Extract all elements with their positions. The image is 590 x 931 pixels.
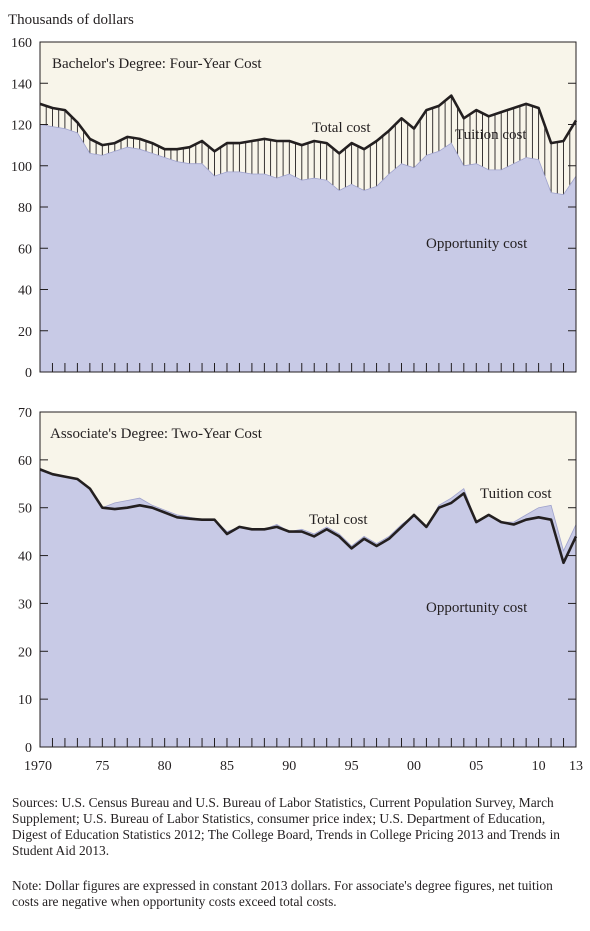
opportunity-cost-area [40,469,576,747]
y-tick-label: 80 [18,201,32,216]
annotation-total-cost: Total cost [309,512,368,528]
cost-of-college-figure: Thousands of dollars 0204060801001201401… [8,12,583,774]
y-tick-label: 70 [18,406,32,421]
total-cost-line [39,468,578,565]
annotation-tuition-cost: Tuition cost [480,486,552,502]
panel-title: Associate's Degree: Two-Year Cost [50,426,263,442]
y-tick-label: 50 [18,502,32,517]
annotation-tuition-cost: Tuition cost [455,127,527,143]
y-tick-label: 60 [18,454,32,469]
sources-note: Sources: U.S. Census Bureau and U.S. Bur… [12,795,560,858]
x-tick-label: 80 [158,759,172,774]
x-axis: 1970 75 80 85 90 95 00 05 10 13 [24,759,583,774]
y-tick-label: 160 [11,36,32,51]
annotation-total-cost: Total cost [312,120,371,136]
total-cost-line [39,94,578,155]
y-tick-label: 20 [18,645,32,660]
x-tick-label: 95 [345,759,359,774]
y-tick-label: 140 [11,77,32,92]
y-tick-label: 100 [11,160,32,175]
x-tick-label: 10 [532,759,546,774]
x-tick-label: 85 [220,759,234,774]
y-tick-label: 10 [18,693,32,708]
bachelors-panel: 0 20 40 60 80 100 120 140 160 Bachelor's Degree: … [11,36,578,381]
y-tick-label: 20 [18,325,32,340]
x-tick-label: 90 [282,759,296,774]
annotation-opportunity-cost: Opportunity cost [426,236,528,252]
y-tick-label: 30 [18,597,32,612]
y-tick-label: 0 [25,741,32,756]
y-tick-label: 60 [18,242,32,257]
y-tick-label: 0 [25,366,32,381]
plot-frame [39,411,577,748]
x-tick-label: 13 [569,759,583,774]
y-tick-label: 120 [11,119,32,134]
x-tick-label: 05 [469,759,483,774]
opportunity-cost-line [39,124,577,196]
x-tick-label: 75 [95,759,109,774]
x-tick-label: 00 [407,759,421,774]
associates-panel: 0 10 20 30 40 50 60 70 Associate's Degree: Two-Y… [18,406,578,756]
y-unit-label: Thousands of dollars [8,12,134,28]
y-tick-label: 40 [18,284,32,299]
x-tick-label: 1970 [24,759,52,774]
dollar-note: Note: Dollar figures are expressed in co… [12,878,553,909]
annotation-opportunity-cost: Opportunity cost [426,600,528,616]
panel-title: Bachelor's Degree: Four-Year Cost [52,56,262,72]
y-tick-label: 40 [18,550,32,565]
opportunity-cost-area [40,124,576,372]
